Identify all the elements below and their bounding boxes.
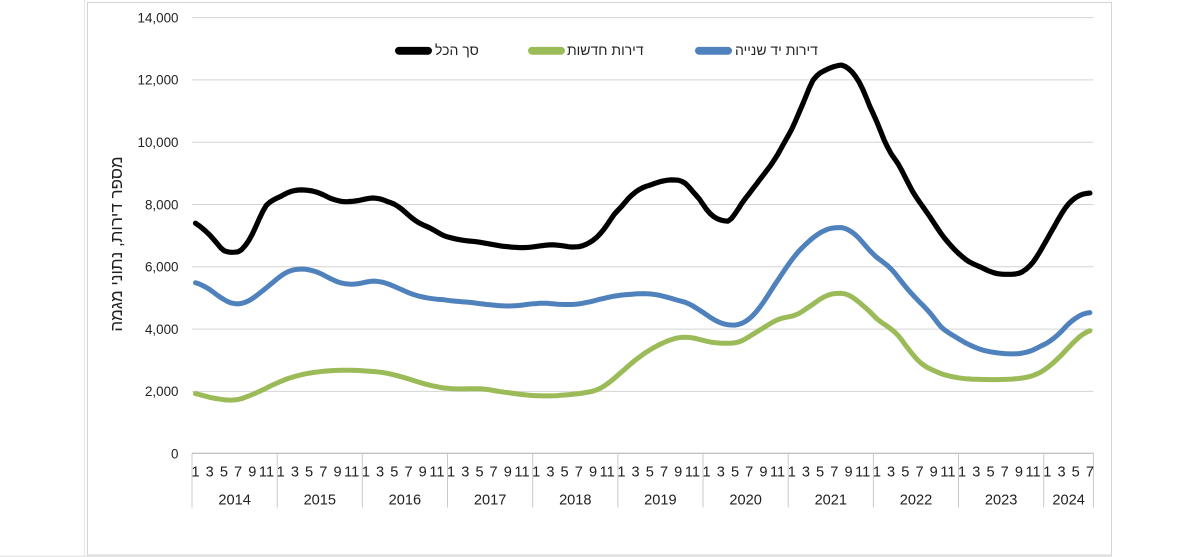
svg-text:2021: 2021 xyxy=(815,493,847,509)
svg-text:2014: 2014 xyxy=(218,493,250,509)
svg-text:1: 1 xyxy=(703,465,711,481)
svg-text:1: 1 xyxy=(447,465,455,481)
svg-text:2016: 2016 xyxy=(389,493,421,509)
svg-text:9: 9 xyxy=(589,465,597,481)
svg-text:5: 5 xyxy=(816,465,824,481)
svg-text:2019: 2019 xyxy=(644,493,676,509)
svg-text:11: 11 xyxy=(429,465,444,481)
svg-text:1: 1 xyxy=(788,465,796,481)
svg-text:12,000: 12,000 xyxy=(138,73,179,88)
svg-text:1: 1 xyxy=(277,465,285,481)
svg-text:3: 3 xyxy=(887,465,895,481)
svg-text:11: 11 xyxy=(940,465,955,481)
svg-text:7: 7 xyxy=(319,465,327,481)
svg-text:9: 9 xyxy=(333,465,341,481)
svg-text:3: 3 xyxy=(972,465,980,481)
svg-text:1: 1 xyxy=(958,465,966,481)
svg-text:6,000: 6,000 xyxy=(145,260,179,275)
svg-text:5: 5 xyxy=(561,465,569,481)
svg-text:3: 3 xyxy=(376,465,384,481)
svg-text:11: 11 xyxy=(1026,465,1041,481)
svg-text:9: 9 xyxy=(1015,465,1023,481)
svg-text:1: 1 xyxy=(191,465,199,481)
svg-text:5: 5 xyxy=(901,465,909,481)
svg-text:1: 1 xyxy=(1043,465,1051,481)
svg-text:2017: 2017 xyxy=(474,493,506,509)
svg-text:3: 3 xyxy=(461,465,469,481)
svg-text:1: 1 xyxy=(617,465,625,481)
svg-text:9: 9 xyxy=(419,465,427,481)
svg-text:5: 5 xyxy=(475,465,483,481)
svg-text:5: 5 xyxy=(646,465,654,481)
svg-text:7: 7 xyxy=(745,465,753,481)
svg-text:7: 7 xyxy=(915,465,923,481)
svg-text:מספר דירות, נתוני מגמה: מספר דירות, נתוני מגמה xyxy=(107,156,126,331)
svg-text:7: 7 xyxy=(1086,465,1094,481)
svg-text:5: 5 xyxy=(986,465,994,481)
svg-text:9: 9 xyxy=(844,465,852,481)
svg-text:3: 3 xyxy=(802,465,810,481)
svg-text:5: 5 xyxy=(305,465,313,481)
svg-text:2,000: 2,000 xyxy=(145,384,179,399)
svg-text:9: 9 xyxy=(248,465,256,481)
svg-text:4,000: 4,000 xyxy=(145,322,179,337)
svg-text:8,000: 8,000 xyxy=(145,197,179,212)
svg-text:2022: 2022 xyxy=(900,493,932,509)
svg-text:3: 3 xyxy=(206,465,214,481)
svg-text:11: 11 xyxy=(685,465,700,481)
svg-text:7: 7 xyxy=(830,465,838,481)
svg-text:11: 11 xyxy=(770,465,785,481)
svg-text:5: 5 xyxy=(1072,465,1080,481)
svg-text:11: 11 xyxy=(855,465,870,481)
svg-text:דירות חדשות: דירות חדשות xyxy=(567,42,644,58)
svg-text:14,000: 14,000 xyxy=(138,10,179,25)
svg-text:7: 7 xyxy=(490,465,498,481)
svg-text:דירות יד שנייה: דירות יד שנייה xyxy=(735,42,818,58)
svg-text:3: 3 xyxy=(1057,465,1065,481)
svg-text:11: 11 xyxy=(600,465,615,481)
svg-text:סך הכל: סך הכל xyxy=(435,42,479,58)
svg-text:2015: 2015 xyxy=(304,493,336,509)
svg-text:11: 11 xyxy=(344,465,359,481)
svg-text:1: 1 xyxy=(873,465,881,481)
svg-text:9: 9 xyxy=(674,465,682,481)
svg-text:9: 9 xyxy=(759,465,767,481)
svg-text:0: 0 xyxy=(171,447,178,462)
svg-text:7: 7 xyxy=(404,465,412,481)
svg-text:7: 7 xyxy=(575,465,583,481)
svg-text:5: 5 xyxy=(220,465,228,481)
svg-text:3: 3 xyxy=(717,465,725,481)
svg-text:1: 1 xyxy=(362,465,370,481)
svg-text:10,000: 10,000 xyxy=(138,135,179,150)
svg-text:2018: 2018 xyxy=(559,493,591,509)
svg-text:5: 5 xyxy=(731,465,739,481)
svg-text:2024: 2024 xyxy=(1052,493,1084,509)
svg-text:7: 7 xyxy=(1001,465,1009,481)
svg-text:7: 7 xyxy=(660,465,668,481)
svg-text:9: 9 xyxy=(504,465,512,481)
svg-text:11: 11 xyxy=(514,465,529,481)
svg-text:9: 9 xyxy=(930,465,938,481)
svg-text:11: 11 xyxy=(259,465,274,481)
svg-text:3: 3 xyxy=(632,465,640,481)
svg-text:7: 7 xyxy=(234,465,242,481)
svg-text:5: 5 xyxy=(390,465,398,481)
svg-text:1: 1 xyxy=(532,465,540,481)
svg-text:3: 3 xyxy=(291,465,299,481)
svg-text:2020: 2020 xyxy=(729,493,761,509)
svg-text:2023: 2023 xyxy=(985,493,1017,509)
svg-text:3: 3 xyxy=(546,465,554,481)
